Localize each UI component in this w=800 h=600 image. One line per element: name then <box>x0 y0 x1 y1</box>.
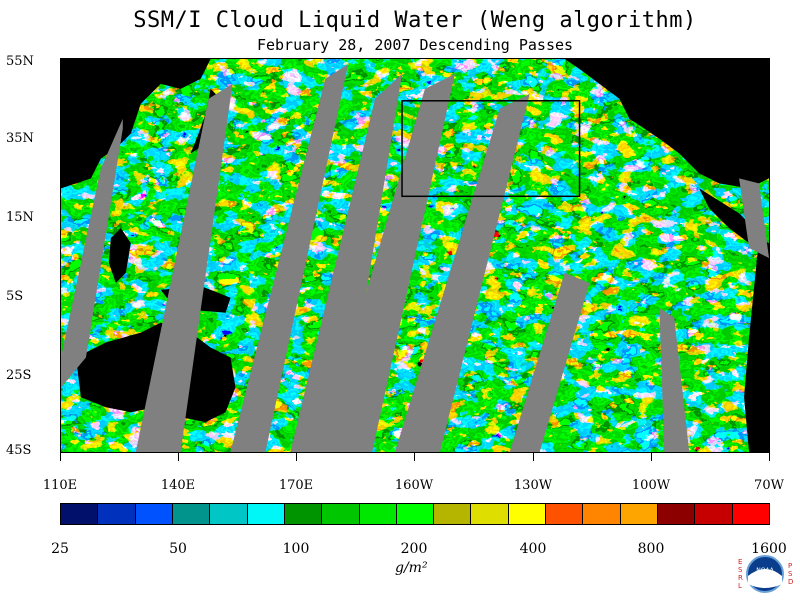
lon-label-110e: 110E <box>42 478 78 493</box>
lat-label-25s: 25S <box>6 368 32 383</box>
lon-tick <box>651 453 652 461</box>
colorbar-swatch <box>396 504 435 524</box>
colorbar-swatch <box>695 504 733 524</box>
region-box <box>401 100 581 198</box>
lon-tick <box>296 453 297 461</box>
lon-label-160w: 160W <box>394 478 434 493</box>
svg-text:S: S <box>788 570 793 578</box>
lon-tick <box>769 453 770 461</box>
colorbar-label-800: 800 <box>637 541 665 557</box>
colorbar-units: g/m² <box>395 560 428 576</box>
colorbar-label-200: 200 <box>400 541 428 557</box>
gap-swath-1 <box>61 118 123 388</box>
map-panel <box>60 58 770 453</box>
gap-swath-5 <box>320 73 455 452</box>
lat-label-35n: 35N <box>6 131 34 146</box>
gap-swath-3 <box>230 63 349 452</box>
colorbar-label-25: 25 <box>51 541 69 557</box>
colorbar-swatch <box>658 504 696 524</box>
noaa-logo: NOAA E S R L P S D <box>738 555 793 593</box>
colorbar-label-400: 400 <box>519 541 547 557</box>
colorbar-swatch <box>61 504 99 524</box>
colorbar-swatch <box>284 504 323 524</box>
svg-text:R: R <box>738 574 743 582</box>
land-north-america <box>564 59 769 189</box>
map-subtitle: February 28, 2007 Descending Passes <box>256 36 574 54</box>
gap-swath-4 <box>290 73 403 452</box>
lat-label-45s: 45S <box>6 443 32 458</box>
colorbar-swatch <box>434 504 472 524</box>
gap-swath-2 <box>135 83 233 452</box>
colorbar <box>60 503 770 525</box>
lon-tick <box>178 453 179 461</box>
map-svg <box>61 59 769 452</box>
lon-label-140e: 140E <box>160 478 196 493</box>
gap-swath-9 <box>739 178 769 258</box>
colorbar-swatch <box>172 504 211 524</box>
gap-swath-8 <box>659 307 690 452</box>
lon-label-170e: 170E <box>278 478 314 493</box>
colorbar-swatch <box>135 504 173 524</box>
colorbar-swatch <box>546 504 584 524</box>
gap-swath-7 <box>509 272 590 452</box>
land-asia <box>61 59 211 189</box>
lon-tick <box>533 453 534 461</box>
colorbar-label-100: 100 <box>282 541 310 557</box>
colorbar-label-1600: 1600 <box>751 541 787 557</box>
land-south-america <box>744 238 769 452</box>
colorbar-swatch <box>471 504 509 524</box>
colorbar-swatch <box>98 504 136 524</box>
lon-label-130w: 130W <box>513 478 553 493</box>
data-gaps <box>61 63 769 452</box>
logo-letters-psd: P <box>788 562 792 570</box>
lat-label-15n: 15N <box>6 210 34 225</box>
lon-tick <box>60 453 61 461</box>
lon-label-100w: 100W <box>631 478 671 493</box>
land-philippines <box>108 228 131 283</box>
colorbar-swatch <box>322 504 360 524</box>
gap-swath-6 <box>395 93 530 452</box>
colorbar-label-50: 50 <box>169 541 187 557</box>
colorbar-swatch <box>508 504 547 524</box>
svg-text:L: L <box>738 582 742 590</box>
svg-text:S: S <box>738 566 743 574</box>
colorbar-swatch <box>732 504 769 524</box>
colorbar-swatch <box>359 504 397 524</box>
colorbar-swatch <box>583 504 621 524</box>
lon-label-70w: 70W <box>754 478 784 493</box>
lat-label-55n: 55N <box>6 54 34 69</box>
map-title: SSM/I Cloud Liquid Water (Weng algorithm… <box>133 8 697 33</box>
svg-text:D: D <box>788 578 793 586</box>
land-central-america <box>699 188 760 244</box>
colorbar-swatch <box>210 504 248 524</box>
colorbar-swatch <box>247 504 285 524</box>
lon-tick <box>414 453 415 461</box>
colorbar-swatch <box>620 504 658 524</box>
logo-letters-esrl: E <box>738 558 742 566</box>
lat-label-5s: 5S <box>6 289 24 304</box>
noaa-logo-text: NOAA <box>756 567 774 574</box>
